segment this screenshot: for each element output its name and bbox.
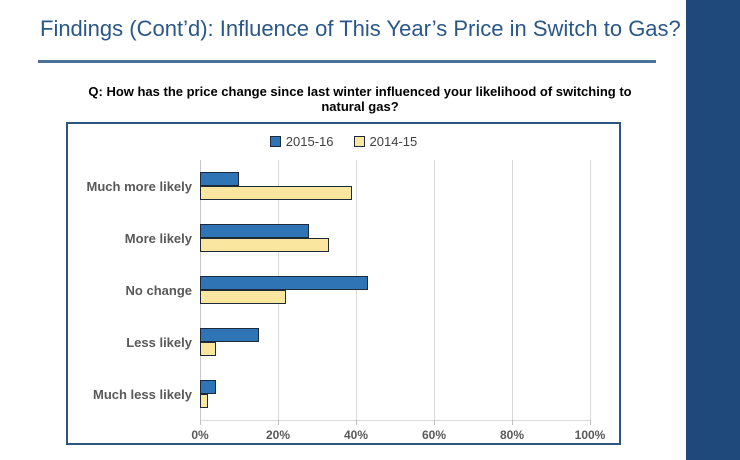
chart-legend: 2015-16 2014-15	[68, 134, 619, 149]
category-label: Much more likely	[86, 178, 192, 194]
bar-2015-16	[200, 380, 216, 394]
bar-group	[200, 172, 590, 200]
legend-item-2014-15: 2014-15	[353, 134, 418, 149]
plot-area	[200, 160, 591, 421]
legend-item-2015-16: 2015-16	[269, 134, 334, 149]
x-axis-tick-label: 60%	[421, 428, 447, 442]
axis-tick	[512, 420, 513, 425]
gridline	[512, 160, 513, 420]
x-axis-tick-label: 100%	[574, 428, 606, 442]
x-axis-tick-label: 0%	[191, 428, 209, 442]
bar-2015-16	[200, 172, 239, 186]
legend-swatch-2015-16-icon	[269, 136, 281, 147]
category-label: Much less likely	[93, 386, 192, 402]
category-label: More likely	[124, 230, 192, 246]
x-axis-tick-label: 20%	[265, 428, 291, 442]
category-label: No change	[125, 282, 192, 298]
bar-group	[200, 224, 590, 252]
legend-label-2014-15: 2014-15	[369, 134, 418, 149]
category-axis: Much more likely More likely No change Less…	[68, 160, 192, 420]
bar-group	[200, 328, 590, 356]
legend-swatch-2014-15-icon	[353, 136, 365, 147]
bar-2015-16	[200, 328, 259, 342]
gridline	[434, 160, 435, 420]
chart-question: Q: How has the price change since last w…	[60, 84, 660, 114]
bar-2014-15	[200, 186, 353, 200]
axis-tick	[434, 420, 435, 425]
axis-tick	[356, 420, 357, 425]
bar-2014-15	[200, 394, 208, 408]
bar-group	[200, 380, 590, 408]
gridline	[356, 160, 357, 420]
bar-2015-16	[200, 224, 310, 238]
legend-label-2015-16: 2015-16	[285, 134, 334, 149]
axis-tick	[278, 420, 279, 425]
accent-bar	[686, 0, 740, 460]
gridline	[590, 160, 591, 420]
x-axis-tick-label: 40%	[343, 428, 369, 442]
bar-2014-15	[200, 342, 216, 356]
bar-2015-16	[200, 276, 368, 290]
bar-chart: 2015-16 2014-15 Much more likely More lik…	[66, 122, 621, 445]
title-divider	[38, 60, 656, 63]
page-title: Findings (Cont’d): Influence of This Yea…	[40, 16, 681, 41]
axis-tick	[590, 420, 591, 425]
category-label: Less likely	[126, 334, 192, 350]
bar-group	[200, 276, 590, 304]
x-axis-ticks	[200, 420, 591, 426]
x-axis-tick-label: 80%	[499, 428, 525, 442]
bar-2014-15	[200, 290, 286, 304]
chart-question-text: Q: How has the price change since last w…	[88, 84, 632, 114]
axis-tick	[200, 420, 201, 425]
bar-2014-15	[200, 238, 329, 252]
x-axis-labels: 0% 20% 40% 60% 80% 100%	[191, 428, 605, 444]
